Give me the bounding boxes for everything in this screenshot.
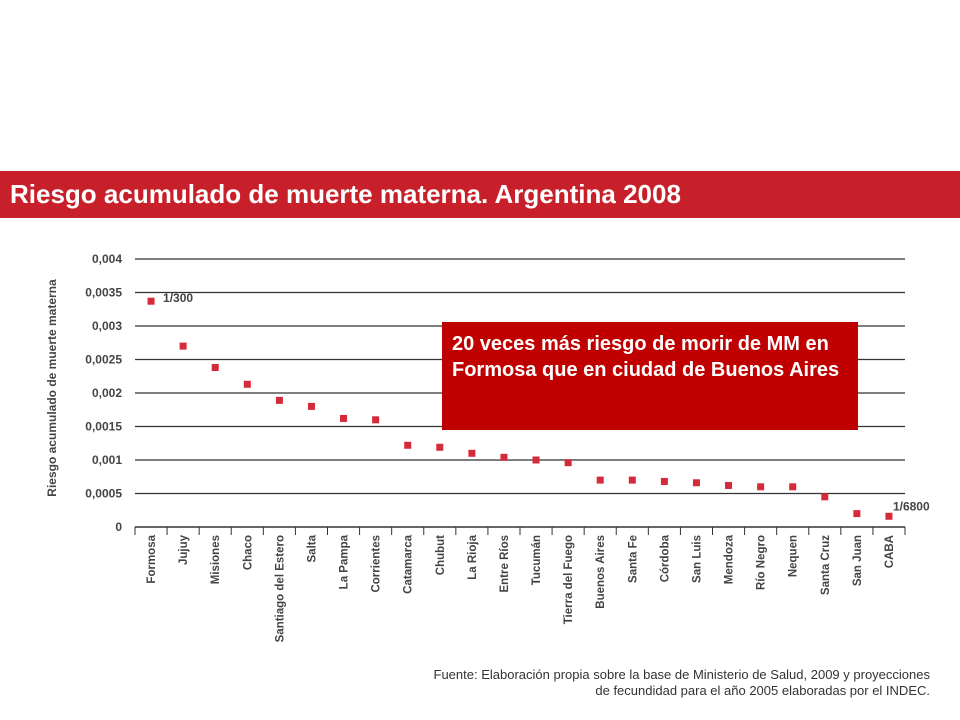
slide-title: Riesgo acumulado de muerte materna. Arge… [10, 179, 681, 209]
y-tick-label: 0,0015 [85, 420, 122, 434]
axes [134, 526, 906, 535]
data-point [564, 459, 572, 467]
data-point [340, 414, 348, 422]
annotation-label: 1/6800 [893, 499, 930, 513]
x-tick-label: Córdoba [659, 534, 671, 582]
annotations: 1/300 1/6800 [163, 291, 930, 513]
y-tick-label: 0,0025 [85, 353, 122, 367]
data-point [307, 402, 315, 410]
data-point [404, 441, 412, 449]
x-tick-label: San Juan [852, 535, 864, 586]
data-point [243, 380, 251, 388]
x-tick-label: San Luis [691, 535, 703, 583]
y-tick-label: 0 [115, 520, 122, 534]
data-point [532, 456, 540, 464]
data-point [789, 483, 797, 491]
data-point [692, 479, 700, 487]
data-point [211, 364, 219, 372]
x-tick-label: Santa Cruz [820, 535, 832, 595]
x-tick-label: Formosa [146, 534, 158, 583]
data-point [147, 297, 155, 305]
data-point [468, 449, 476, 457]
data-point [500, 453, 508, 461]
data-point [821, 493, 829, 501]
data-point [179, 342, 187, 350]
source-note: Fuente: Elaboración propia sobre la base… [340, 667, 930, 699]
source-line-2: de fecundidad para el año 2005 elaborada… [595, 683, 930, 698]
callout-box: 20 veces más riesgo de morir de MM en Fo… [442, 322, 858, 430]
data-point [660, 477, 668, 485]
y-tick-label: 0,0005 [85, 487, 122, 501]
x-tick-label: Corrientes [371, 535, 383, 593]
data-point [853, 510, 861, 518]
x-tick-label: Chaco [242, 535, 254, 570]
y-tick-label: 0,003 [92, 319, 122, 333]
x-tick-label: Chubut [435, 535, 447, 575]
x-tick-label: Misiones [210, 535, 222, 584]
y-tick-label: 0,001 [92, 453, 122, 467]
y-tick-labels: 0 0,0005 0,001 0,0015 0,002 0,0025 0,003 0,0035… [85, 252, 122, 534]
data-point [596, 476, 604, 484]
data-point [757, 483, 765, 491]
y-tick-label: 0,0035 [85, 286, 122, 300]
data-point [885, 512, 893, 520]
x-tick-label: Santa Fe [627, 535, 639, 583]
data-point [275, 396, 283, 404]
data-point [628, 476, 636, 484]
x-tick-label: Salta [306, 534, 318, 562]
title-bar: Riesgo acumulado de muerte materna. Arge… [0, 171, 960, 218]
x-tick-label: Catamarca [403, 534, 415, 593]
x-tick-label: Río Negro [756, 535, 768, 590]
data-point [372, 416, 380, 424]
x-tick-label: Tierra del Fuego [563, 535, 575, 624]
x-tick-label: Mendoza [724, 534, 736, 584]
x-tick-label: La Pampa [339, 534, 351, 589]
x-tick-label: Tucumán [531, 535, 543, 585]
x-tick-label: CABA [884, 535, 896, 568]
data-point [725, 481, 733, 489]
source-line-1: Fuente: Elaboración propia sobre la base… [433, 667, 930, 682]
data-points [147, 297, 893, 520]
callout-text: 20 veces más riesgo de morir de MM en Fo… [452, 333, 840, 381]
x-tick-label: Buenos Aires [595, 535, 607, 609]
y-axis-label: Riesgo acumulado de muerte materna [45, 279, 59, 497]
x-tick-label: Santiago del Estero [274, 535, 286, 642]
x-tick-label: Nequen [788, 535, 800, 577]
x-tick-label: Entre Ríos [499, 535, 511, 593]
annotation-label: 1/300 [163, 291, 193, 305]
data-point [436, 443, 444, 451]
y-tick-label: 0,004 [92, 252, 122, 266]
x-tick-labels: Formosa Jujuy Misiones Chaco Santiago del Es… [146, 534, 896, 642]
y-tick-label: 0,002 [92, 386, 122, 400]
x-tick-label: Jujuy [178, 534, 190, 565]
x-tick-label: La Rioja [467, 534, 479, 579]
